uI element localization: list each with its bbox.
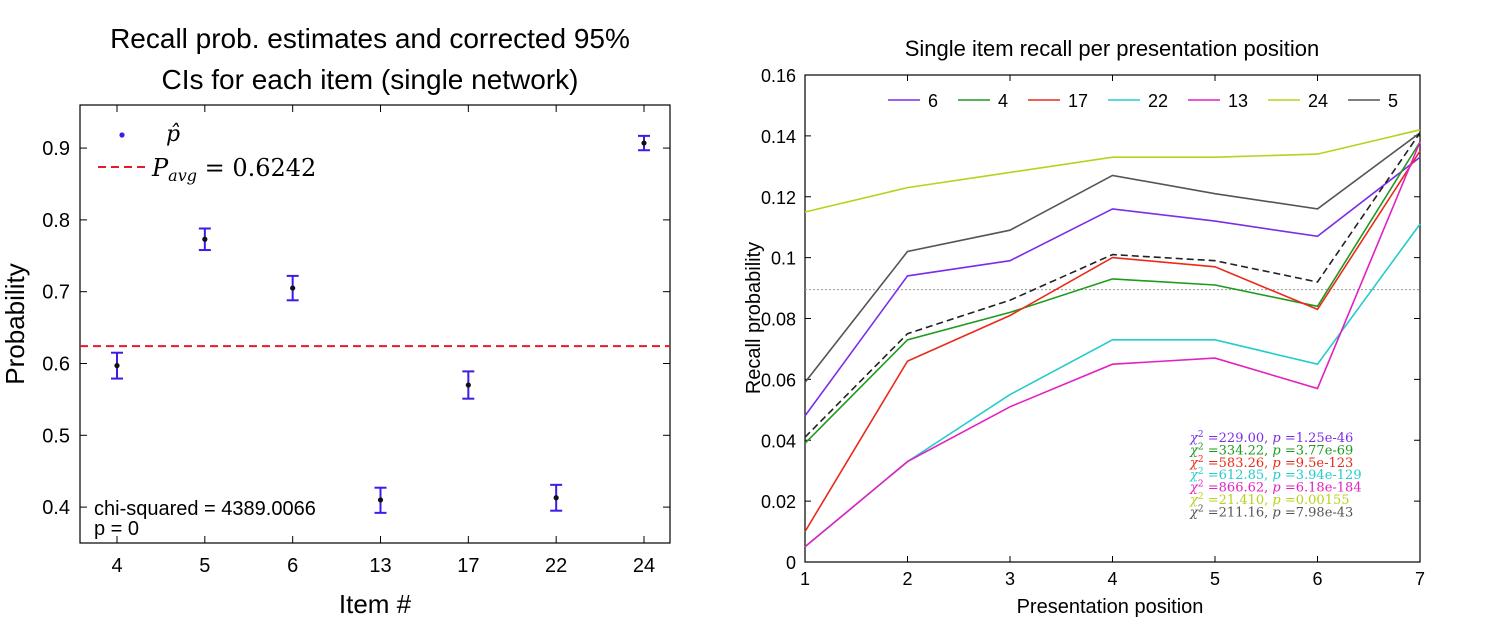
x-tick-label: 6 — [287, 555, 298, 577]
x-tick-label: 4 — [111, 555, 122, 577]
y-tick-label: 0.08 — [761, 310, 796, 330]
x-tick-label: 1 — [800, 569, 810, 589]
series-line-17 — [804, 150, 1421, 533]
data-point — [377, 497, 384, 503]
y-tick-label: 0.5 — [42, 425, 70, 447]
y-tick-label: 0.7 — [42, 282, 70, 304]
data-point — [553, 495, 559, 501]
legend-label-pavg: Pavg = 0.6242 — [151, 154, 316, 185]
y-axis-label: Recall probability — [743, 242, 765, 394]
series-line-5 — [804, 132, 1421, 383]
data-point — [641, 140, 647, 146]
legend-label-22: 22 — [1148, 91, 1168, 111]
series-line-24 — [804, 129, 1421, 213]
y-tick-label: 0 — [786, 553, 796, 573]
y-tick-label: 0.4 — [42, 497, 70, 519]
plot-frame — [79, 104, 671, 544]
y-tick-label: 0.12 — [761, 188, 796, 208]
x-tick-label: 6 — [1312, 569, 1322, 589]
y-tick-label: 0.06 — [761, 370, 796, 390]
stat-line-4: χ2 =334.22, p =3.77e-69 — [1189, 442, 1353, 458]
x-tick-label: 13 — [369, 555, 391, 577]
data-point — [290, 285, 296, 291]
x-tick-label: 2 — [902, 569, 912, 589]
chart-title-line-2: CIs for each item (single network) — [161, 64, 578, 95]
y-tick-label: 0.04 — [761, 431, 796, 451]
legend-label-5: 5 — [1388, 91, 1398, 111]
y-tick-label: 0.02 — [761, 492, 796, 512]
chart-recall-per-position: Single item recall per presentation posi… — [740, 0, 1500, 635]
y-axis-label: Probability — [0, 263, 30, 384]
data-point — [465, 382, 471, 388]
x-tick-label: 3 — [1005, 569, 1015, 589]
y-tick-label: 0.8 — [42, 210, 70, 232]
series-line-4 — [804, 141, 1421, 444]
x-tick-label: 4 — [1107, 569, 1117, 589]
legend-label-6: 6 — [928, 91, 938, 111]
legend-label-17: 17 — [1068, 91, 1088, 111]
chart-title: Single item recall per presentation posi… — [905, 36, 1320, 61]
x-axis-label: Item # — [339, 589, 412, 619]
legend-label-24: 24 — [1308, 91, 1328, 111]
chart-recall-estimates: Recall prob. estimates and corrected 95%… — [0, 0, 740, 635]
stat-line-22: χ2 =612.85, p =3.94e-129 — [1189, 467, 1362, 483]
stat-line-5: χ2 =211.16, p =7.98e-43 — [1189, 504, 1353, 520]
chart-title-line-1: Recall prob. estimates and corrected 95% — [110, 23, 630, 54]
y-tick-label: 0.9 — [42, 138, 70, 160]
mean-line-dashed — [804, 132, 1421, 438]
y-tick-label: 0.16 — [761, 66, 796, 86]
legend-label-phat: p̂ — [166, 122, 180, 147]
legend-label-4: 4 — [998, 91, 1008, 111]
x-axis-label: Presentation position — [1017, 596, 1204, 618]
x-tick-label: 5 — [199, 555, 210, 577]
x-tick-label: 7 — [1415, 569, 1425, 589]
x-tick-label: 24 — [633, 555, 655, 577]
x-tick-label: 17 — [457, 555, 479, 577]
y-tick-label: 0.6 — [42, 353, 70, 375]
recall-per-position-svg: Single item recall per presentation posi… — [743, 36, 1425, 618]
y-tick-label: 0.14 — [761, 127, 796, 147]
chi-squared-annotation: chi-squared = 4389.0066 — [94, 498, 316, 520]
recall-estimates-svg: Recall prob. estimates and corrected 95%… — [0, 23, 671, 619]
p-value-annotation: p = 0 — [94, 518, 139, 540]
y-tick-label: 0.1 — [771, 249, 796, 269]
stat-line-24: χ2 =21.410, p =0.00155 — [1189, 492, 1350, 508]
stat-line-17: χ2 =583.26, p =9.5e-123 — [1189, 455, 1353, 471]
x-tick-label: 5 — [1210, 569, 1220, 589]
series-line-6 — [804, 156, 1421, 417]
legend-label-13: 13 — [1228, 91, 1248, 111]
stat-line-13: χ2 =866.62, p =6.18e-184 — [1189, 480, 1362, 496]
legend-marker-phat — [119, 132, 125, 138]
series-line-13 — [804, 141, 1421, 548]
stat-line-6: χ2 =229.00, p =1.25e-46 — [1189, 430, 1353, 446]
data-point — [202, 236, 208, 242]
x-tick-label: 22 — [545, 555, 567, 577]
data-point — [114, 363, 120, 369]
